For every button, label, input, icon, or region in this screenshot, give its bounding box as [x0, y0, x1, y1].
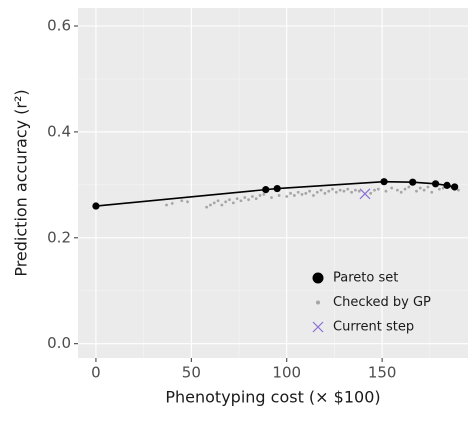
point — [92, 202, 100, 210]
marks — [92, 178, 460, 210]
axes: 0 50 100 150 0.0 0.2 0.4 0.6 — [47, 17, 396, 382]
point — [390, 186, 394, 190]
point — [209, 203, 212, 207]
point — [457, 188, 460, 192]
point — [323, 191, 327, 195]
point — [451, 183, 459, 191]
point — [443, 181, 451, 189]
point — [277, 194, 281, 197]
plot-panel — [78, 8, 468, 358]
point — [262, 192, 266, 196]
point — [357, 189, 361, 193]
point — [273, 184, 281, 193]
point — [212, 201, 216, 205]
legend-key — [312, 272, 324, 284]
point — [258, 194, 262, 197]
x-tick-label: 150 — [368, 364, 397, 382]
point — [180, 199, 184, 203]
point — [315, 190, 319, 194]
point — [205, 205, 209, 209]
y-tick-label: 0.4 — [47, 122, 71, 140]
point — [239, 199, 243, 203]
point — [418, 186, 422, 190]
x-tick-label: 0 — [91, 364, 101, 382]
point — [270, 196, 273, 199]
point — [396, 188, 399, 192]
x-tick-label: 50 — [182, 364, 201, 382]
x-axis-title: Phenotyping cost (× $100) — [165, 388, 380, 407]
point — [342, 189, 346, 193]
point — [304, 191, 308, 195]
point — [373, 188, 376, 192]
point — [165, 203, 168, 207]
point — [170, 201, 174, 205]
point — [300, 192, 304, 196]
legend: Pareto set Checked by GP Current step — [312, 271, 431, 335]
point — [441, 186, 445, 190]
point — [186, 200, 189, 204]
legend-label: Current step — [333, 320, 414, 335]
point — [409, 178, 417, 186]
point — [254, 197, 258, 201]
point — [431, 180, 440, 188]
point — [228, 198, 231, 202]
point — [430, 190, 434, 194]
point — [308, 189, 312, 193]
point — [403, 187, 407, 191]
point — [312, 194, 315, 197]
y-tick-label: 0.0 — [47, 334, 71, 352]
point — [247, 198, 250, 202]
legend-label: Checked by GP — [333, 295, 431, 310]
point — [380, 178, 388, 186]
point — [407, 185, 411, 189]
point — [334, 190, 338, 194]
point — [338, 188, 342, 192]
point — [415, 189, 418, 193]
legend-key — [312, 321, 324, 333]
point — [292, 194, 296, 197]
y-tick-label: 0.6 — [47, 17, 71, 35]
point — [216, 199, 220, 203]
point — [220, 203, 224, 207]
point — [250, 195, 254, 198]
point — [296, 190, 300, 194]
point — [376, 187, 380, 191]
point — [437, 187, 441, 191]
point — [319, 188, 323, 192]
point — [399, 190, 403, 194]
legend-label: Pareto set — [333, 271, 398, 286]
point — [327, 189, 331, 193]
point — [384, 189, 388, 193]
point — [426, 185, 430, 189]
point — [354, 188, 357, 192]
point — [262, 186, 270, 194]
point — [224, 200, 228, 204]
legend-key — [316, 300, 320, 305]
point — [243, 196, 247, 199]
point — [289, 191, 292, 195]
point — [359, 188, 371, 200]
point — [235, 197, 239, 201]
x-tick-label: 100 — [272, 364, 301, 382]
point — [369, 191, 373, 195]
point — [285, 195, 289, 198]
point — [346, 187, 350, 191]
point — [422, 188, 426, 192]
y-axis-title: Prediction accuracy (r²) — [12, 89, 31, 276]
y-tick-label: 0.2 — [47, 228, 71, 246]
point — [350, 190, 354, 194]
point — [231, 201, 235, 205]
point — [331, 187, 334, 191]
